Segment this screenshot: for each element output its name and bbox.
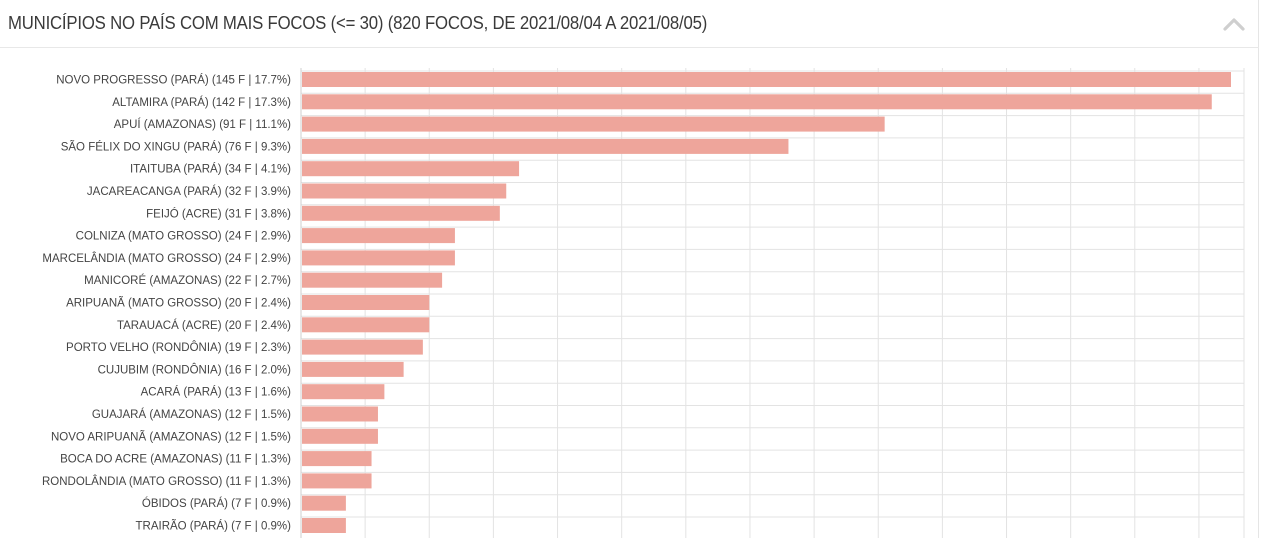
bar[interactable] [302, 406, 378, 422]
bar[interactable] [302, 428, 378, 444]
bar[interactable] [302, 451, 372, 467]
category-label: ITAITUBA (PARÁ) (34 F | 4.1%) [130, 163, 291, 176]
category-label: COLNIZA (MATO GROSSO) (24 F | 2.9%) [76, 231, 292, 243]
bar[interactable] [302, 518, 346, 533]
category-label: JACAREACANGA (PARÁ) (32 F | 3.9%) [87, 185, 291, 198]
category-label: SÃO FÉLIX DO XINGU (PARÁ) (76 F | 9.3%) [61, 140, 291, 153]
category-label: GUAJARÁ (AMAZONAS) (12 F | 1.5%) [92, 408, 291, 421]
bar[interactable] [302, 72, 1231, 87]
bar[interactable] [302, 183, 507, 199]
category-label: NOVO ARIPUANÃ (AMAZONAS) (12 F | 1.5%) [51, 430, 291, 443]
category-label: ARIPUANÃ (MATO GROSSO) (20 F | 2.4%) [66, 297, 291, 310]
bar[interactable] [302, 384, 385, 400]
category-label: PORTO VELHO (RONDÔNIA) (19 F | 2.3%) [66, 341, 291, 354]
category-label: ACARÁ (PARÁ) (13 F | 1.6%) [141, 386, 292, 399]
panel-header: MUNICÍPIOS NO PAÍS COM MAIS FOCOS (<= 30… [0, 0, 1259, 48]
bar[interactable] [302, 317, 430, 333]
bar[interactable] [302, 361, 404, 377]
bar[interactable] [302, 228, 455, 244]
category-label: APUÍ (AMAZONAS) (91 F | 11.1%) [114, 118, 291, 131]
bar-chart: NOVO PROGRESSO (PARÁ) (145 F | 17.7%) ALT… [42, 68, 1245, 538]
bar[interactable] [302, 339, 423, 355]
bar[interactable] [302, 250, 455, 266]
bar[interactable] [302, 272, 443, 288]
bar[interactable] [302, 205, 500, 221]
category-label: CUJUBIM (RONDÔNIA) (16 F | 2.0%) [98, 363, 292, 376]
panel-title: MUNICÍPIOS NO PAÍS COM MAIS FOCOS (<= 30… [8, 13, 708, 33]
category-label: NOVO PROGRESSO (PARÁ) (145 F | 17.7%) [56, 74, 291, 87]
category-label: MANICORÉ (AMAZONAS) (22 F | 2.7%) [84, 274, 291, 287]
category-label: TARAUACÁ (ACRE) (20 F | 2.4%) [117, 319, 291, 332]
bar[interactable] [302, 495, 346, 511]
bar[interactable] [302, 295, 430, 310]
bar[interactable] [302, 94, 1212, 110]
category-label: RONDOLÂNDIA (MATO GROSSO) (11 F | 1.3%) [42, 475, 291, 488]
chevron-up-icon[interactable] [1222, 12, 1246, 36]
bar[interactable] [302, 473, 372, 489]
category-label: ALTAMIRA (PARÁ) (142 F | 17.3%) [112, 96, 291, 109]
bar[interactable] [302, 138, 789, 154]
category-label: BOCA DO ACRE (AMAZONAS) (11 F | 1.3%) [60, 454, 291, 466]
category-label: TRAIRÃO (PARÁ) (7 F | 0.9%) [136, 520, 292, 533]
bar[interactable] [302, 116, 885, 132]
category-label: ÓBIDOS (PARÁ) (7 F | 0.9%) [142, 497, 291, 510]
category-label: MARCELÂNDIA (MATO GROSSO) (24 F | 2.9%) [42, 252, 291, 265]
bar[interactable] [302, 161, 520, 177]
category-label: FEIJÓ (ACRE) (31 F | 3.8%) [146, 207, 291, 220]
